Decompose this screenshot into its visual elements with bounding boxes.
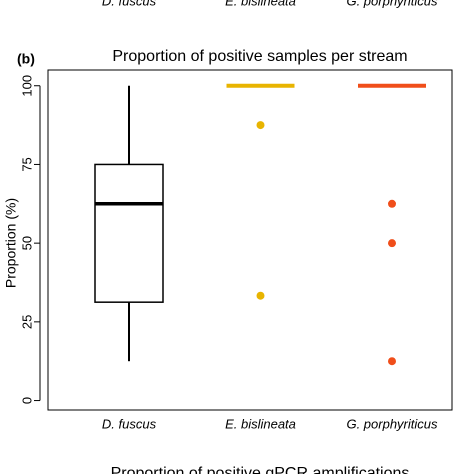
x-tick-label: E. bislineata — [225, 416, 296, 431]
box — [94, 163, 164, 303]
outlier — [256, 291, 265, 300]
y-tick-label: 100 — [19, 75, 34, 97]
y-tick-label: 50 — [19, 236, 34, 250]
y-tick-label: 0 — [19, 397, 34, 404]
previous-panel-label: D. fuscus — [102, 0, 157, 8]
outlier — [388, 357, 396, 366]
x-tick-label: D. fuscus — [102, 416, 157, 431]
outlier — [388, 239, 396, 248]
previous-panel-label: E. bislineata — [225, 0, 296, 8]
y-tick-label: 25 — [19, 315, 34, 329]
next-panel-title: Proportion of positive qPCR amplificatio… — [111, 465, 410, 474]
y-tick-label: 75 — [19, 157, 34, 171]
y-axis-label: Proportion (%) — [3, 198, 19, 288]
outlier — [388, 199, 396, 208]
outlier — [256, 121, 265, 130]
previous-panel-label: G. porphyriticus — [346, 0, 438, 8]
x-tick-label: G. porphyriticus — [346, 416, 438, 431]
chart-title: Proportion of positive samples per strea… — [112, 48, 407, 65]
panel-label: (b) — [17, 51, 35, 67]
plot-frame — [47, 69, 453, 411]
